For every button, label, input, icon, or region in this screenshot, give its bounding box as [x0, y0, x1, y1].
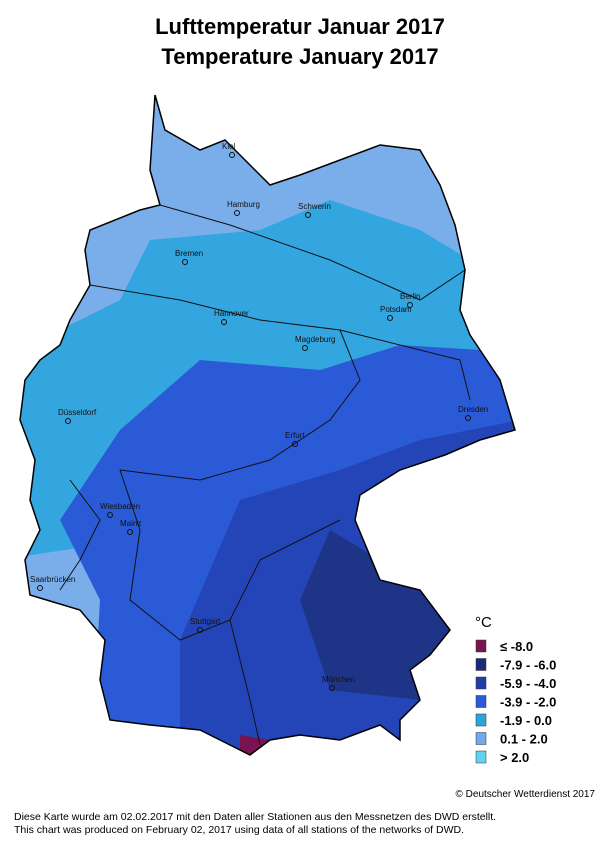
legend-label: -1.9 - 0.0 — [500, 713, 552, 728]
city-label: München — [322, 675, 355, 684]
footnote: This chart was produced on February 02, … — [14, 824, 464, 836]
title: Temperature January 2017 — [161, 44, 438, 69]
city-label: Mainz — [120, 519, 141, 528]
city-marker — [65, 418, 71, 424]
city-label: Erfurt — [285, 431, 305, 440]
city-marker — [329, 685, 335, 691]
city-marker — [229, 152, 235, 158]
city-label: Schwerin — [298, 202, 331, 211]
city-marker — [465, 415, 471, 421]
city-marker — [234, 210, 240, 216]
city-marker — [182, 259, 188, 265]
legend-swatch — [475, 695, 487, 708]
city-marker — [107, 512, 113, 518]
city-label: Stuttgart — [190, 617, 221, 626]
footnote: Diese Karte wurde am 02.02.2017 mit den … — [14, 811, 496, 823]
city-marker — [387, 315, 393, 321]
legend-title: °C — [475, 614, 492, 631]
city-label: Hamburg — [227, 200, 260, 209]
city-marker — [197, 627, 203, 633]
city-label: Dresden — [458, 405, 488, 414]
city-label: Wiesbaden — [100, 502, 140, 511]
legend-swatch — [475, 732, 487, 745]
city-label: Berlin — [400, 292, 420, 301]
legend-label: ≤ -8.0 — [500, 639, 533, 654]
city-label: Magdeburg — [295, 335, 335, 344]
city-label: Bremen — [175, 249, 203, 258]
city-marker — [127, 529, 133, 535]
city-label: Potsdam — [380, 305, 412, 314]
legend-label: -7.9 - -6.0 — [500, 658, 556, 673]
legend-swatch — [475, 639, 487, 653]
legend-swatch — [475, 658, 487, 671]
city-marker — [221, 319, 227, 325]
copyright: © Deutscher Wetterdienst 2017 — [456, 789, 596, 800]
legend-swatch — [475, 713, 487, 727]
city-label: Hannover — [214, 309, 249, 318]
legend-label: 0.1 - 2.0 — [500, 732, 548, 747]
city-marker — [305, 212, 311, 218]
title: Lufttemperatur Januar 2017 — [155, 14, 445, 39]
temperature-zones — [20, 95, 515, 755]
city-marker — [302, 345, 308, 351]
state-borders — [59, 204, 471, 746]
legend-label: -3.9 - -2.0 — [500, 695, 556, 710]
city-marker — [407, 302, 413, 308]
city-label: Saarbrücken — [30, 575, 75, 584]
city-marker — [37, 585, 43, 591]
city-label: Düsseldorf — [58, 408, 97, 417]
legend-label: > 2.0 — [500, 750, 529, 765]
city-label: Kiel — [222, 142, 236, 151]
city-marker — [292, 441, 298, 447]
legend-swatch — [475, 750, 487, 764]
legend-swatch — [475, 676, 487, 690]
legend-label: -5.9 - -4.0 — [500, 676, 556, 691]
